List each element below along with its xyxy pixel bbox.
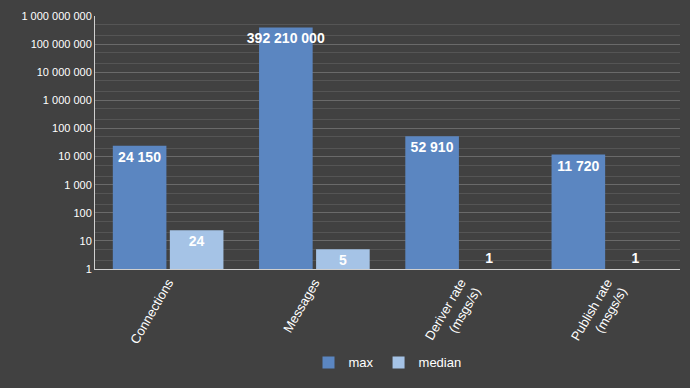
- svg-text:392 210 000: 392 210 000: [247, 30, 325, 46]
- svg-text:1 000 000 000: 1 000 000 000: [21, 10, 91, 22]
- svg-text:1 000 000: 1 000 000: [43, 94, 92, 106]
- svg-text:max: max: [349, 355, 374, 370]
- svg-text:10: 10: [80, 235, 92, 247]
- svg-text:1: 1: [485, 250, 493, 266]
- svg-text:100 000: 100 000: [52, 122, 92, 134]
- svg-text:100 000 000: 100 000 000: [31, 38, 92, 50]
- svg-text:24: 24: [189, 233, 205, 249]
- svg-text:Connections: Connections: [127, 276, 176, 347]
- svg-text:10 000: 10 000: [58, 150, 92, 162]
- svg-text:52 910: 52 910: [411, 139, 454, 155]
- svg-text:100: 100: [73, 207, 91, 219]
- svg-text:Deriver rate(msgs/s): Deriver rate(msgs/s): [422, 276, 484, 351]
- svg-text:10 000 000: 10 000 000: [37, 66, 92, 78]
- svg-text:Publish rate(msgs/s): Publish rate(msgs/s): [568, 276, 630, 351]
- svg-text:1 000: 1 000: [64, 179, 92, 191]
- svg-text:Messages: Messages: [280, 276, 323, 335]
- svg-text:5: 5: [339, 252, 347, 268]
- svg-text:11 720: 11 720: [557, 158, 599, 174]
- svg-text:1: 1: [86, 263, 92, 275]
- svg-text:24 150: 24 150: [118, 149, 161, 165]
- svg-text:1: 1: [631, 250, 639, 266]
- svg-text:median: median: [419, 355, 462, 370]
